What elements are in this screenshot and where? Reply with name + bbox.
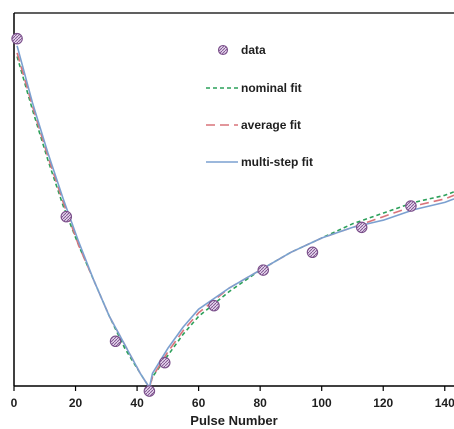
series-line-nominal-fit	[16, 56, 454, 386]
x-tick-label: 40	[130, 396, 144, 410]
legend-label: multi-step fit	[241, 155, 313, 169]
legend-marker-data	[217, 44, 229, 56]
data-point	[143, 385, 156, 397]
data-point	[355, 221, 368, 234]
x-tick-label: 60	[192, 396, 206, 410]
legend-label: average fit	[241, 118, 301, 132]
x-tick-label: 140	[435, 396, 454, 410]
series-line-multi-step-fit	[16, 45, 454, 386]
x-axis-label: Pulse Number	[190, 413, 277, 428]
plot-area: 0 20 40 60 80 100 120 140	[11, 12, 454, 410]
data-point	[60, 210, 73, 223]
legend-label: nominal fit	[241, 81, 302, 95]
data-point	[11, 32, 23, 45]
x-tick-label: 100	[312, 396, 332, 410]
data-point	[208, 299, 220, 312]
data-point	[257, 264, 269, 276]
x-ticks: 0 20 40 60 80 100 120 140	[11, 386, 454, 410]
series-lines	[16, 45, 454, 386]
series-line-average-fit	[16, 52, 454, 386]
legend-label: data	[241, 43, 266, 57]
legend: data nominal fit average fit multi-step fit	[206, 43, 313, 169]
data-markers	[11, 32, 417, 397]
x-tick-label: 20	[69, 396, 83, 410]
data-point	[405, 200, 417, 212]
x-tick-label: 0	[11, 396, 18, 410]
x-tick-label: 120	[373, 396, 393, 410]
data-point	[159, 356, 171, 369]
data-point	[306, 246, 319, 259]
data-point	[109, 335, 122, 348]
x-tick-label: 80	[253, 396, 267, 410]
